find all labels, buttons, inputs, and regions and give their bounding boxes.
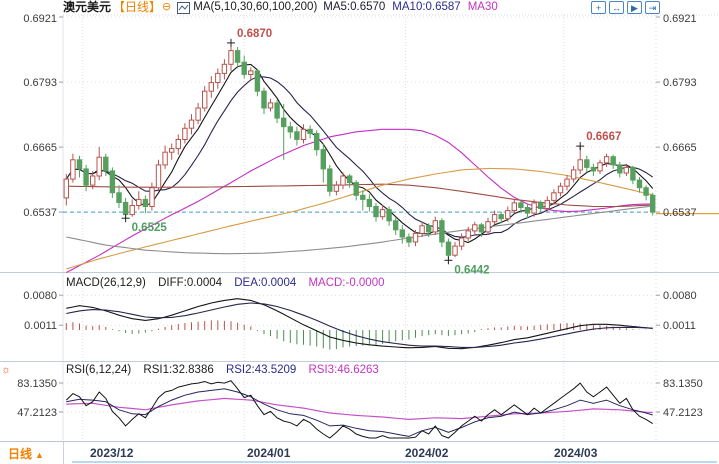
rsi3-value: RSI3:46.6263: [308, 364, 379, 376]
rsi1-line: [65, 380, 653, 439]
ma5-value-label: MA5:0.6570: [323, 1, 386, 13]
x-axis-label: 2024/01: [247, 446, 291, 460]
ma10-value-label: MA10:0.6587: [392, 1, 461, 13]
ma-line-MA5: [65, 63, 654, 244]
chevron-up-icon: ▲: [35, 450, 44, 460]
candles: [63, 42, 656, 261]
chart-header: 澳元美元 【日线】 ⊖ MA(5,10,30,60,100,200) MA5:0…: [63, 0, 719, 15]
collapse-icon[interactable]: ⊖: [162, 1, 172, 13]
ma30-value-label: MA30: [467, 1, 498, 13]
rsi2-value: RSI2:43.5209: [225, 364, 297, 376]
period-label: 【日线】: [113, 0, 162, 14]
svg-text:0.6525: 0.6525: [132, 222, 168, 234]
period-tab[interactable]: 日线 ▲: [8, 445, 44, 462]
panel-separators: [0, 272, 719, 362]
move-tool-icon[interactable]: +: [591, 1, 606, 14]
play-forward-icon[interactable]: ▶: [627, 1, 642, 14]
macd-panel: [65, 298, 654, 350]
svg-text:47.2123: 47.2123: [17, 407, 57, 419]
ma-line-MA100: [66, 167, 653, 270]
svg-text:0.0011: 0.0011: [24, 320, 57, 332]
rsi2-line: [66, 388, 653, 437]
chart-toolbar: + ↔ ▶ ⇥: [591, 1, 660, 14]
period-tab-label: 日线: [8, 447, 33, 461]
indicator-settings-icon[interactable]: ☼: [1, 364, 12, 376]
zoom-range-icon[interactable]: ↔: [609, 1, 624, 14]
svg-text:0.0080: 0.0080: [663, 290, 697, 302]
svg-text:0.6793: 0.6793: [23, 77, 57, 89]
macd-diff-line: [66, 298, 653, 350]
ma-line-MA10: [65, 76, 654, 238]
x-axis-label: 2024/03: [554, 446, 598, 460]
goto-latest-icon[interactable]: ⇥: [645, 1, 660, 14]
svg-text:47.2123: 47.2123: [663, 407, 703, 419]
svg-text:0.6793: 0.6793: [663, 77, 697, 89]
y-axis-labels: 0.6921 0.6921 0.6793 0.6793 0.6665 0.6665 0.65…: [17, 13, 703, 419]
svg-text:0.0080: 0.0080: [23, 290, 57, 302]
macd-dea-line: [66, 302, 653, 348]
svg-text:0.6442: 0.6442: [454, 264, 489, 276]
svg-text:0.6921: 0.6921: [663, 13, 697, 25]
rsi-panel: [65, 380, 653, 439]
rsi-indicator-label: RSI(6,12,24) RSI1:32.8386 RSI2:43.5209 R…: [66, 364, 388, 376]
axis-divider: [63, 442, 64, 464]
x-axis-label: 2023/12: [90, 446, 134, 460]
svg-text:0.0011: 0.0011: [663, 320, 696, 332]
rsi1-value: RSI1:32.8386: [143, 364, 214, 376]
last-price-line: [63, 211, 719, 215]
rsi-params: RSI(6,12,24): [66, 364, 132, 376]
chart-type-icon[interactable]: [177, 1, 191, 14]
svg-text:0.6667: 0.6667: [586, 131, 621, 143]
time-axis-bar: 日线 ▲ 2023/12 2024/01 2024/02 2024/03: [0, 441, 719, 464]
instrument-title: 澳元美元: [63, 0, 112, 14]
rsi3-line: [66, 397, 653, 421]
svg-text:0.6537: 0.6537: [23, 207, 57, 219]
svg-text:0.6537: 0.6537: [663, 207, 697, 219]
svg-text:0.6665: 0.6665: [23, 142, 57, 154]
svg-text:0.6921: 0.6921: [23, 13, 57, 25]
price-annotations: 0.6870 0.6667 0.6525 0.6442: [121, 28, 621, 276]
macd-diff-value: DIFF:0.0004: [158, 277, 223, 289]
macd-indicator-label: MACD(26,12,9) DIFF:0.0004 DEA:0.0004 MAC…: [66, 277, 394, 289]
x-axis-label: 2024/02: [405, 446, 449, 460]
ma-line-MA30: [66, 128, 653, 273]
svg-text:0.6665: 0.6665: [663, 142, 697, 154]
scrollbar-strip[interactable]: [72, 461, 717, 463]
macd-hist-value: MACD:-0.0000: [308, 277, 385, 289]
svg-text:83.1350: 83.1350: [17, 378, 57, 390]
svg-text:0.6870: 0.6870: [237, 28, 272, 40]
ma-line-MA60: [66, 183, 653, 208]
macd-dea-value: DEA:0.0004: [234, 277, 297, 289]
macd-params: MACD(26,12,9): [66, 277, 146, 289]
ma-line-MA200: [66, 205, 653, 255]
ma-overlays: [65, 63, 654, 273]
svg-text:83.1350: 83.1350: [663, 378, 703, 390]
ma-settings-label: MA(5,10,30,60,100,200): [193, 1, 318, 13]
